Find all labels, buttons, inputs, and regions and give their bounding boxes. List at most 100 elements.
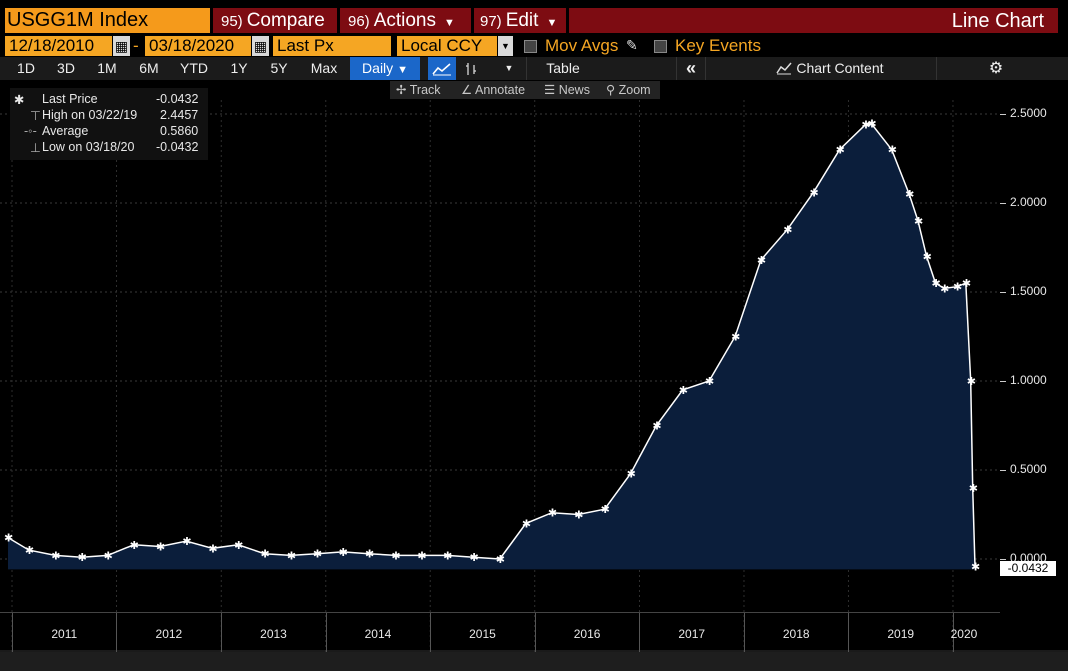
data-point: ✱ (182, 535, 191, 548)
data-point: ✱ (861, 119, 870, 132)
data-point: ✱ (679, 384, 688, 397)
data-point: ✱ (601, 503, 610, 516)
data-point: ✱ (391, 549, 400, 562)
y-tick-mark (1000, 292, 1006, 293)
legend: ✱ Last Price -0.0432 ⊤ High on 03/22/19 … (10, 88, 208, 160)
quote-strip (0, 0, 1068, 6)
x-tick-mark (221, 612, 223, 652)
price-line (7, 122, 976, 567)
chart-content-button[interactable]: Chart Content (740, 57, 920, 80)
data-point: ✱ (130, 539, 139, 552)
key-events-label: Key Events (675, 36, 761, 55)
x-tick-mark (12, 612, 13, 652)
data-point: ✱ (627, 468, 636, 481)
data-point: ✱ (4, 532, 13, 545)
range-1m[interactable]: 1M (97, 60, 117, 76)
frequency-selector[interactable]: Daily ▼ (350, 57, 420, 80)
end-date-field[interactable]: 03/18/2020 (145, 36, 251, 56)
actions-label: Actions (373, 10, 436, 31)
x-tick-label: 2011 (51, 627, 78, 641)
x-tick-label: 2016 (573, 627, 601, 641)
y-tick-mark (1000, 470, 1006, 471)
y-tick-mark (1000, 114, 1006, 115)
collapse-icon[interactable]: « (685, 58, 696, 78)
data-point: ✱ (905, 188, 914, 201)
mov-avgs-checkbox[interactable] (524, 40, 537, 53)
price-marks: ✱ ✱ ✱ ✱ ✱ ✱ ✱ ✱ ✱ ✱ ✱ ✱ ✱ ✱ ✱ ✱ ✱ ✱ ✱ ✱ ✱ ✱ ✱ ✱ ✱ ✱ ✱ ✱ ✱ ✱ ✱ ✱ ✱ ✱ ✱ ✱ ✱ ✱ ✱ ✱… (4, 118, 980, 574)
y-tick-mark (1000, 203, 1006, 204)
data-point: ✱ (836, 144, 845, 157)
x-tick-mark (952, 612, 954, 652)
calendar-icon[interactable]: ▦ (113, 36, 130, 56)
news-tool[interactable]: ☰ News (544, 81, 596, 99)
field-selector[interactable]: Last Px (273, 36, 391, 56)
range-1d[interactable]: 1D (17, 60, 35, 76)
actions-button[interactable]: 96) Actions ▼ (340, 8, 471, 33)
data-point: ✱ (967, 375, 976, 388)
start-date-value: 12/18/2010 (9, 36, 95, 55)
data-point: ✱ (971, 561, 980, 574)
currency-selector[interactable]: Local CCY (397, 36, 497, 56)
range-6m[interactable]: 6M (139, 60, 159, 76)
average-marker-icon: -◦- (24, 124, 37, 138)
line-chart-icon[interactable] (428, 57, 456, 80)
chevron-down-icon[interactable]: ▼ (498, 36, 513, 56)
edit-num: 97) (480, 13, 502, 30)
chart-content-icon (776, 62, 793, 75)
ticker-box[interactable]: USGG1M Index (5, 8, 210, 33)
data-point: ✱ (156, 541, 165, 554)
mov-avgs-label: Mov Avgs (545, 36, 619, 55)
x-tick-mark (848, 612, 850, 652)
track-tool[interactable]: ✢ Track (396, 81, 454, 99)
zoom-tool[interactable]: ⚲ Zoom (606, 81, 658, 99)
data-point: ✱ (953, 281, 962, 294)
chart-type-bar: Line Chart (569, 8, 1058, 33)
y-tick-label: 2.0000 (1010, 195, 1047, 209)
calendar-icon[interactable]: ▦ (252, 36, 269, 56)
gear-icon[interactable]: ⚙ (988, 60, 1004, 77)
dropdown-icon[interactable]: ▼ (504, 63, 514, 73)
range-5y[interactable]: 5Y (270, 60, 288, 76)
chevron-down-icon: ▼ (444, 17, 455, 29)
y-tick-label: 0.5000 (1010, 462, 1047, 476)
x-tick-mark (534, 612, 536, 652)
last-price-icon: ✱ (14, 93, 25, 107)
pencil-icon: ∠ (461, 83, 475, 97)
range-ytd[interactable]: YTD (180, 60, 208, 76)
crosshair-icon: ✢ (396, 83, 410, 97)
bar-chart-icon[interactable] (458, 57, 484, 80)
zoom-icon: ⚲ (606, 83, 619, 97)
x-tick-label: 2015 (469, 627, 496, 641)
data-point: ✱ (496, 553, 505, 566)
range-1y[interactable]: 1Y (230, 60, 248, 76)
legend-low-label: Low on 03/18/20 (42, 140, 135, 154)
range-3d[interactable]: 3D (57, 60, 75, 76)
data-point: ✱ (923, 250, 932, 263)
data-point: ✱ (25, 544, 34, 557)
line-chart[interactable]: ✱ ✱ ✱ ✱ ✱ ✱ ✱ ✱ ✱ ✱ ✱ ✱ ✱ ✱ ✱ ✱ ✱ ✱ ✱ ✱ ✱ ✱ ✱ ✱ ✱ ✱ ✱ ✱ ✱ ✱ ✱ ✱ ✱ ✱ ✱ ✱ ✱ ✱ ✱ ✱… (0, 100, 1068, 652)
start-date-field[interactable]: 12/18/2010 (5, 36, 112, 56)
end-date-value: 03/18/2020 (149, 36, 235, 55)
data-point: ✱ (287, 549, 296, 562)
legend-last-label: Last Price (42, 92, 98, 106)
data-point: ✱ (104, 549, 113, 562)
low-marker-icon: ⊥ (30, 141, 41, 155)
data-point: ✱ (574, 509, 583, 522)
key-events-checkbox[interactable] (654, 40, 667, 53)
annotate-tool[interactable]: ∠ Annotate (461, 81, 533, 99)
data-point: ✱ (969, 482, 978, 495)
table-button[interactable]: Table (546, 60, 580, 76)
pencil-icon[interactable]: ✎ (626, 37, 638, 53)
edit-button[interactable]: 97) Edit ▼ (474, 8, 566, 33)
legend-avg-label: Average (42, 124, 89, 138)
data-point: ✱ (867, 118, 876, 131)
y-tick-mark (1000, 559, 1006, 560)
data-point: ✱ (652, 420, 661, 433)
legend-avg-value: 0.5860 (160, 124, 199, 138)
data-point: ✱ (757, 254, 766, 267)
data-point: ✱ (962, 277, 971, 290)
x-tick-label: 2019 (887, 627, 915, 641)
compare-button[interactable]: 95) Compare (213, 8, 337, 33)
track-label: Track (409, 83, 441, 97)
range-max[interactable]: Max (310, 60, 338, 76)
